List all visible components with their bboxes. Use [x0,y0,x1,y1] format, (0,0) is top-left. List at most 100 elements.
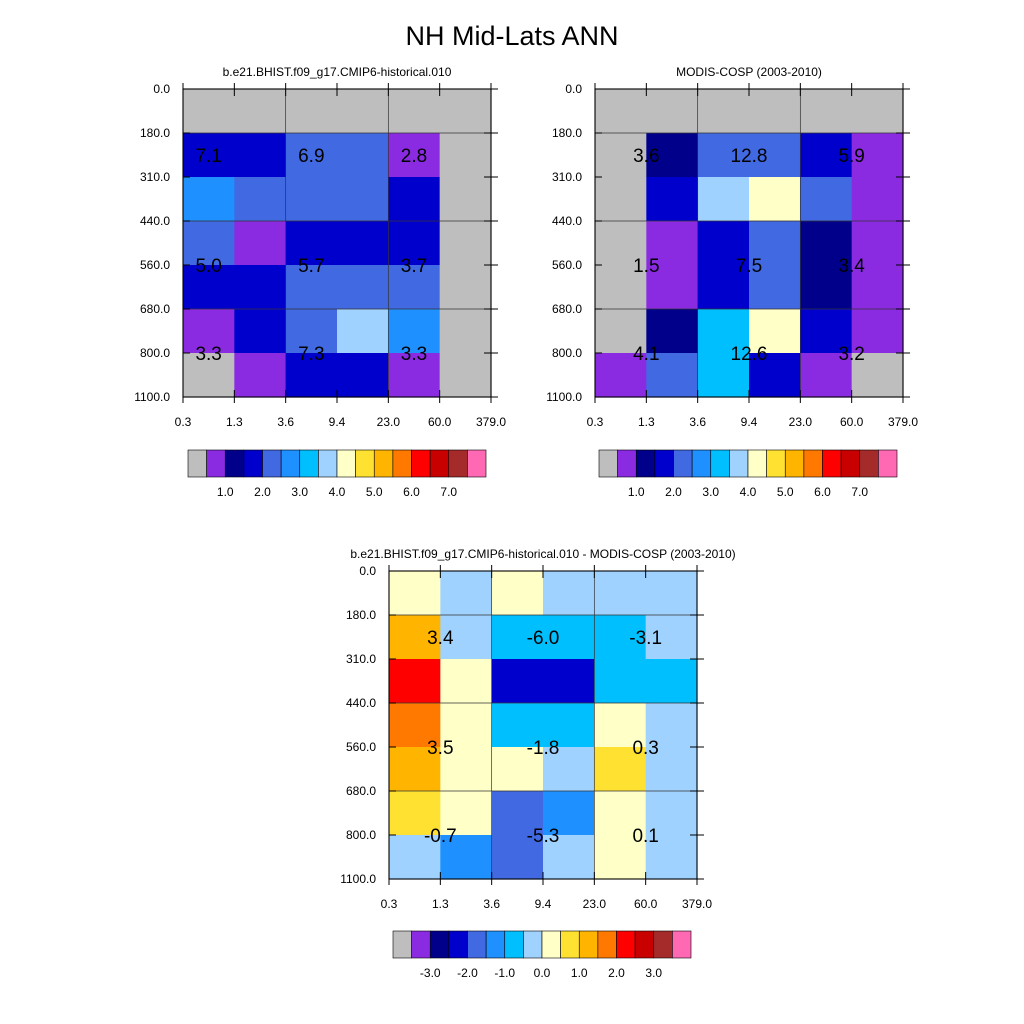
heatmap-cell [183,221,235,266]
heatmap-cell [749,265,801,310]
colorbar-swatch [578,930,599,959]
heatmap-cell [800,89,853,134]
colorbar-swatch [336,449,356,478]
heatmap-cell [285,133,338,178]
heatmap-cell [234,177,287,222]
colorbar-swatch [597,930,617,959]
colorbar-label: -3.0 [420,966,441,980]
x-tick-label: 9.4 [329,415,346,429]
heatmap-cell [543,659,595,704]
heatmap-cell [440,835,493,880]
cell-value-label: 3.7 [401,256,427,277]
heatmap-cell [594,835,647,880]
colorbar-label: 3.0 [291,485,308,499]
heatmap-cell [646,353,699,398]
heatmap-cell [697,309,750,354]
heatmap-cell [645,791,698,836]
y-tick-label: 310.0 [346,652,376,666]
x-tick-label: 379.0 [476,415,506,429]
heatmap-cell [646,177,699,222]
heatmap-cell [183,89,235,134]
colorbar-swatch [710,449,730,478]
heatmap-cell [749,133,801,178]
heatmap-cell [543,835,595,880]
colorbar-swatch [504,930,524,959]
heatmap-cell [595,265,647,310]
heatmap-cell [800,265,853,310]
colorbar-label: 1.0 [217,485,234,499]
cell-value-label: 7.1 [195,146,221,167]
heatmap-cell [388,265,441,310]
y-tick-label: 800.0 [552,346,582,360]
colorbar-label: 3.0 [645,966,662,980]
heatmap-cell [285,265,338,310]
heatmap-cell [388,221,441,266]
colorbar-swatch [373,449,394,478]
heatmap-cell [491,703,544,748]
heatmap-cell [645,571,698,616]
colorbar-swatch [729,449,749,478]
colorbar-label: -2.0 [457,966,478,980]
heatmap-cell [595,353,647,398]
heatmap-cell [389,747,441,792]
heatmap-cell [595,177,647,222]
colorbar-swatch [187,449,207,478]
heatmap-cell [234,265,287,310]
cell-value-label: 3.3 [195,344,221,365]
colorbar-label: 4.0 [329,485,346,499]
heatmap-cell [646,89,699,134]
heatmap-cell [749,177,801,222]
heatmap-cell [439,353,492,398]
heatmap-cell [749,221,801,266]
cell-value-label: -6.0 [527,628,560,649]
colorbar: 1.0 2.0 3.0 4.0 5.0 6.0 7.0 [598,449,898,499]
heatmap-cell [645,747,698,792]
heatmap-cell [749,309,801,354]
colorbar-swatch [541,930,561,959]
colorbar-swatch [411,930,431,959]
figure-title: NH Mid-Lats ANN [405,21,618,51]
heatmap-cell [851,133,904,178]
heatmap-cell [749,89,801,134]
heatmap-cell [594,747,647,792]
heatmap-cell [234,353,287,398]
x-tick-label: 3.6 [689,415,706,429]
heatmap-cell [594,615,647,660]
y-tick-label: 560.0 [552,258,582,272]
heatmap-cell [594,791,647,836]
heatmap-cell [439,309,492,354]
heatmap-cell [440,615,493,660]
colorbar-label: 5.0 [777,485,794,499]
x-tick-label: 23.0 [583,897,607,911]
heatmap-cell [439,177,492,222]
colorbar-swatch [280,449,301,478]
cell-value-label: 1.5 [633,256,659,277]
colorbar-swatch [448,449,468,478]
colorbar-swatch [878,449,898,478]
heatmap-cell [337,89,389,134]
y-tick-label: 680.0 [346,784,376,798]
heatmap-cell [491,747,544,792]
y-tick-label: 0.0 [359,564,376,578]
x-tick-label: 9.4 [741,415,758,429]
colorbar-swatch [392,930,412,959]
y-tick-label: 440.0 [552,214,582,228]
heatmap-cell [440,791,493,836]
x-tick-label: 3.6 [277,415,294,429]
y-tick-label: 180.0 [552,126,582,140]
heatmap-cell [388,309,441,354]
heatmap-cell [697,265,750,310]
colorbar-swatch [617,449,637,478]
colorbar-swatch [429,930,450,959]
y-tick-label: 1100.0 [134,390,170,404]
colorbar-label: 2.0 [665,485,682,499]
heatmap-cell [543,615,595,660]
y-tick-label: 0.0 [153,82,170,96]
colorbar-swatch [654,449,674,478]
heatmap-cell [851,265,904,310]
colorbar-label: 2.0 [608,966,625,980]
heatmap-cell [337,309,389,354]
x-tick-label: 0.3 [381,897,398,911]
cell-value-label: 3.6 [633,146,659,167]
